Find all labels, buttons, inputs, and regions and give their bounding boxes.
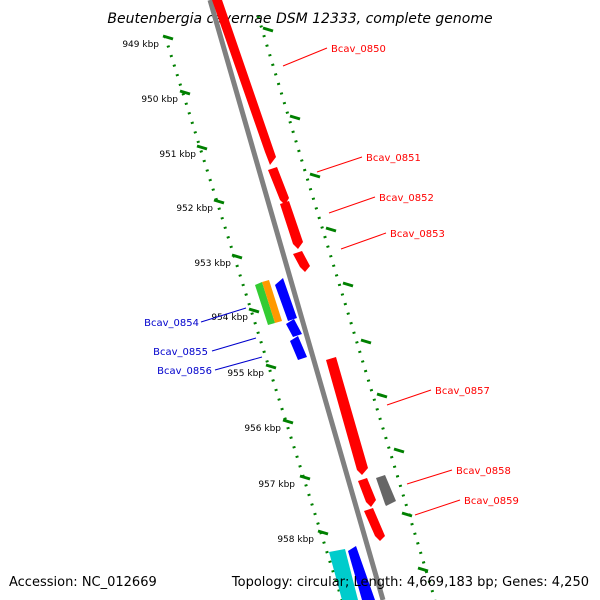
gene-label-bcav-0858[interactable]: Bcav_0858 <box>456 466 511 477</box>
tick <box>213 198 225 205</box>
kbp-label: 954 kbp <box>211 313 248 323</box>
gene-arrow-bcav-0850[interactable] <box>212 0 276 165</box>
gene-arrow-bcav-0855[interactable] <box>286 319 302 337</box>
tick <box>162 34 174 41</box>
tick <box>231 253 243 260</box>
genome-summary-text: Topology: circular; Length: 4,669,183 bp… <box>231 575 589 590</box>
gene-feature-green[interactable] <box>255 282 275 325</box>
gene-arrow-bcav-0854[interactable] <box>275 278 297 321</box>
tick <box>289 114 301 121</box>
tick <box>309 172 321 179</box>
gene-features <box>212 0 396 600</box>
gene-arrow-bcav-0853[interactable] <box>293 251 310 272</box>
kbp-label: 955 kbp <box>227 369 264 379</box>
gene-arrow-bcav-0852[interactable] <box>280 201 303 249</box>
gene-feature-orange[interactable] <box>262 280 282 323</box>
gene-arrow-bcav-0856[interactable] <box>290 336 307 360</box>
gene-feature-blue-bottom[interactable] <box>348 546 375 600</box>
gene-arrow-bcav-0859[interactable] <box>364 508 385 541</box>
leader-bcav-0857 <box>386 389 432 406</box>
track-ticks <box>162 26 429 573</box>
leader-bcav-0851 <box>316 156 363 173</box>
genome-title: Beutenbergia cavernae DSM 12333, complet… <box>107 11 492 27</box>
tick <box>196 144 208 151</box>
leader-bcav-0855 <box>211 337 257 352</box>
label-leaders <box>200 47 461 516</box>
kbp-label: 956 kbp <box>244 424 281 434</box>
leader-bcav-0853 <box>340 232 387 250</box>
gene-label-bcav-0852[interactable]: Bcav_0852 <box>379 193 434 204</box>
tick <box>325 226 337 233</box>
gene-arrow-bcav-0857[interactable] <box>326 357 368 475</box>
kbp-label: 951 kbp <box>159 150 196 160</box>
gene-label-bcav-0850[interactable]: Bcav_0850 <box>331 44 386 55</box>
tick <box>360 338 372 345</box>
tick <box>342 281 354 288</box>
outer-dotted-track <box>256 15 437 600</box>
kbp-label: 957 kbp <box>258 480 295 490</box>
gene-label-bcav-0851[interactable]: Bcav_0851 <box>366 153 421 164</box>
tick <box>179 89 191 96</box>
gene-feature-cyan[interactable] <box>329 549 358 600</box>
gene-arrow-bcav-0851[interactable] <box>268 167 289 205</box>
leader-bcav-0854 <box>200 307 247 323</box>
gene-label-bcav-0859[interactable]: Bcav_0859 <box>464 496 519 507</box>
kbp-label: 949 kbp <box>122 40 159 50</box>
gene-label-bcav-0854[interactable]: Bcav_0854 <box>144 318 199 329</box>
kbp-label: 950 kbp <box>141 95 178 105</box>
tick <box>248 307 260 314</box>
gene-feature-gray[interactable] <box>376 475 396 506</box>
leader-bcav-0859 <box>414 499 461 516</box>
leader-bcav-0850 <box>282 47 328 67</box>
gene-label-bcav-0853[interactable]: Bcav_0853 <box>390 229 445 240</box>
kbp-label: 953 kbp <box>194 259 231 269</box>
tick <box>417 566 429 573</box>
tick <box>262 26 274 33</box>
genome-backbone <box>207 0 386 600</box>
gene-label-bcav-0856[interactable]: Bcav_0856 <box>157 366 212 377</box>
tick <box>317 529 329 536</box>
gene-arrow-bcav-0858[interactable] <box>358 478 376 507</box>
tick <box>401 511 413 518</box>
leader-bcav-0858 <box>406 469 453 485</box>
tick <box>393 447 405 454</box>
gene-label-bcav-0855[interactable]: Bcav_0855 <box>153 347 208 358</box>
tick <box>376 392 388 399</box>
kbp-label: 958 kbp <box>277 535 314 545</box>
tick <box>282 418 294 425</box>
leader-bcav-0856 <box>214 356 263 371</box>
accession-text: Accession: NC_012669 <box>9 575 157 590</box>
leader-bcav-0852 <box>328 196 376 214</box>
tick <box>299 474 311 481</box>
kbp-label: 952 kbp <box>176 204 213 214</box>
gene-label-bcav-0857[interactable]: Bcav_0857 <box>435 386 490 397</box>
tick <box>265 363 277 370</box>
